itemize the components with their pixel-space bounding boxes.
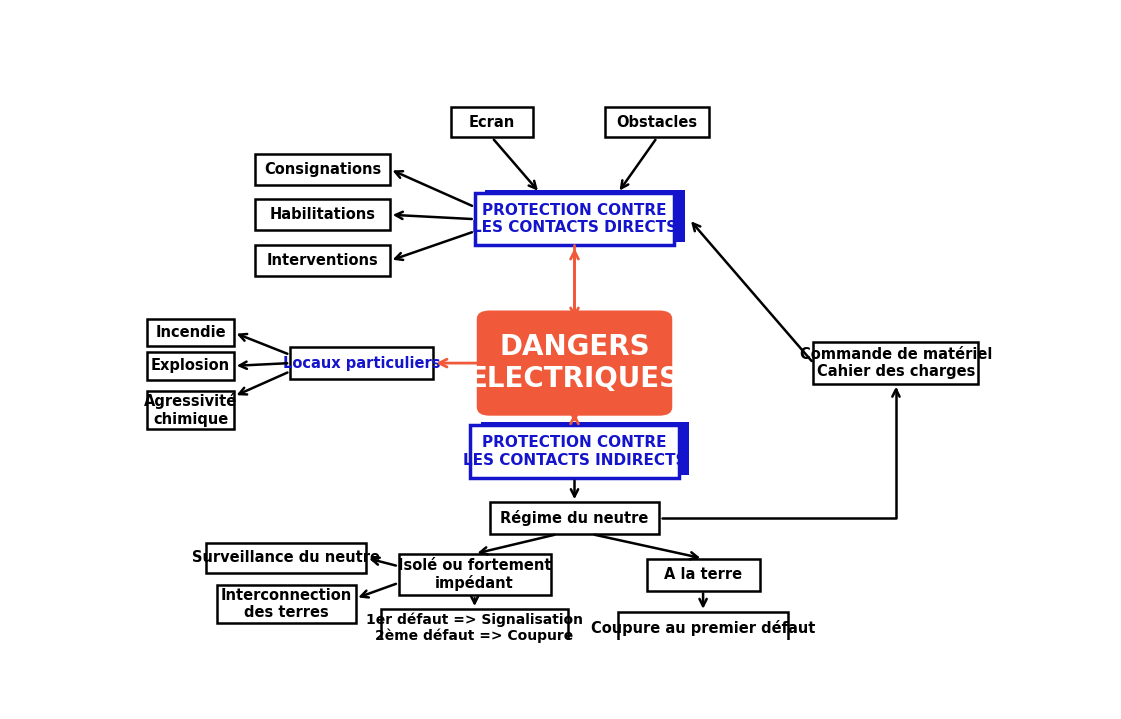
Text: Agressivité
chimique: Agressivité chimique [143, 393, 238, 427]
Bar [485, 190, 685, 242]
Text: Commande de matériel
Cahier des charges: Commande de matériel Cahier des charges [799, 347, 992, 380]
Bar [147, 319, 234, 347]
Bar [481, 422, 689, 475]
Bar [206, 543, 367, 573]
Text: 1er défaut => Signalisation
2ème défaut => Coupure: 1er défaut => Signalisation 2ème défaut … [367, 612, 583, 644]
Text: Obstacles: Obstacles [617, 115, 697, 129]
Bar [381, 609, 568, 646]
Bar [474, 193, 675, 245]
Text: Régime du neutre: Régime du neutre [500, 510, 649, 526]
Bar [256, 199, 390, 230]
Bar [647, 559, 760, 590]
Bar [471, 426, 679, 478]
Bar [216, 585, 355, 623]
Text: PROTECTION CONTRE
LES CONTACTS DIRECTS: PROTECTION CONTRE LES CONTACTS DIRECTS [472, 203, 677, 235]
Bar [490, 502, 659, 534]
Bar [290, 347, 434, 379]
Text: Coupure au premier défaut: Coupure au premier défaut [591, 620, 815, 636]
Text: Consignations: Consignations [263, 162, 381, 177]
Text: Ecran: Ecran [469, 115, 516, 129]
Bar [605, 107, 710, 137]
Bar [451, 107, 534, 137]
Bar [147, 352, 234, 380]
Text: Isolé ou fortement
impédant: Isolé ou fortement impédant [398, 558, 552, 592]
Text: Interventions: Interventions [267, 253, 379, 268]
Text: Incendie: Incendie [155, 325, 225, 340]
Bar [399, 554, 550, 595]
Text: Locaux particuliers: Locaux particuliers [282, 356, 441, 370]
Text: DANGERS
ELECTRIQUES: DANGERS ELECTRIQUES [469, 333, 680, 393]
Text: A la terre: A la terre [664, 567, 742, 582]
Bar [256, 154, 390, 185]
FancyBboxPatch shape [476, 311, 673, 416]
Text: Habilitations: Habilitations [269, 207, 376, 222]
Bar [814, 342, 979, 384]
Bar [256, 245, 390, 276]
Text: Surveillance du neutre: Surveillance du neutre [192, 551, 380, 565]
Text: Interconnection
des terres: Interconnection des terres [221, 587, 352, 620]
Text: PROTECTION CONTRE
LES CONTACTS INDIRECTS: PROTECTION CONTRE LES CONTACTS INDIRECTS [463, 436, 686, 468]
Text: Explosion: Explosion [151, 358, 230, 373]
Bar [147, 391, 234, 429]
Bar [619, 612, 788, 644]
